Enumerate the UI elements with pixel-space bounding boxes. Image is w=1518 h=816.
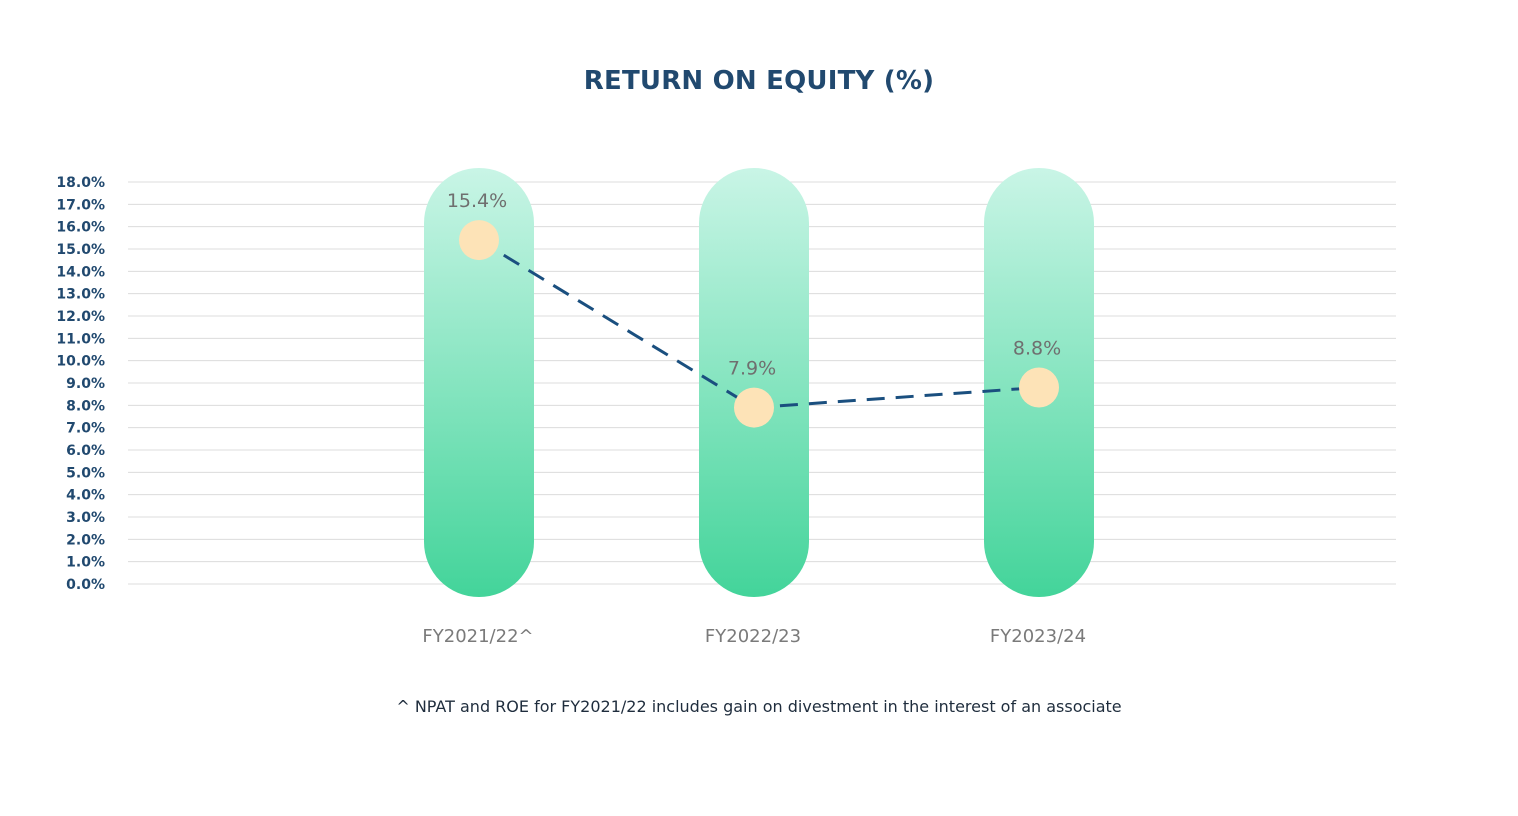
y-tick-label: 2.0% bbox=[66, 532, 105, 548]
y-tick-label: 7.0% bbox=[66, 421, 105, 437]
y-tick-label: 18.0% bbox=[56, 175, 105, 191]
y-tick-label: 10.0% bbox=[56, 354, 105, 370]
y-tick-label: 3.0% bbox=[66, 510, 105, 526]
x-tick-label: FY2022/23 bbox=[705, 626, 801, 647]
y-tick-label: 4.0% bbox=[66, 488, 105, 504]
roe-marker bbox=[1019, 367, 1059, 408]
data-label: 15.4% bbox=[447, 190, 507, 212]
roe-marker bbox=[459, 220, 499, 261]
data-label: 7.9% bbox=[728, 358, 776, 380]
y-tick-label: 17.0% bbox=[56, 197, 105, 213]
y-tick-label: 0.0% bbox=[66, 577, 105, 593]
y-tick-label: 13.0% bbox=[56, 287, 105, 303]
y-axis-ticks: 0.0% 1.0% 2.0% 3.0% 4.0% 5.0% 6.0% 7.0% 8.0% 9.0%… bbox=[56, 175, 105, 593]
y-tick-label: 8.0% bbox=[66, 398, 105, 414]
y-tick-label: 14.0% bbox=[56, 264, 105, 280]
x-tick-label: FY2021/22^ bbox=[422, 626, 533, 647]
x-axis-ticks: FY2021/22^ FY2022/23 FY2023/24 bbox=[422, 626, 1086, 647]
x-tick-label: FY2023/24 bbox=[990, 626, 1086, 647]
y-tick-label: 12.0% bbox=[56, 309, 105, 325]
y-tick-label: 15.0% bbox=[56, 242, 105, 258]
category-pill bbox=[424, 168, 534, 597]
footnote: ^ NPAT and ROE for FY2021/22 includes ga… bbox=[396, 697, 1122, 716]
y-tick-label: 6.0% bbox=[66, 443, 105, 459]
data-label: 8.8% bbox=[1013, 337, 1061, 359]
roe-markers bbox=[459, 220, 1059, 428]
y-tick-label: 11.0% bbox=[56, 331, 105, 347]
y-tick-label: 9.0% bbox=[66, 376, 105, 392]
chart-title: RETURN ON EQUITY (%) bbox=[583, 66, 935, 96]
data-labels: 15.4% 7.9% 8.8% bbox=[447, 190, 1061, 380]
y-tick-label: 5.0% bbox=[66, 465, 105, 481]
category-pills bbox=[424, 168, 1094, 597]
y-tick-label: 16.0% bbox=[56, 220, 105, 236]
category-pill bbox=[699, 168, 809, 597]
roe-marker bbox=[734, 387, 774, 428]
y-tick-label: 1.0% bbox=[66, 555, 105, 571]
